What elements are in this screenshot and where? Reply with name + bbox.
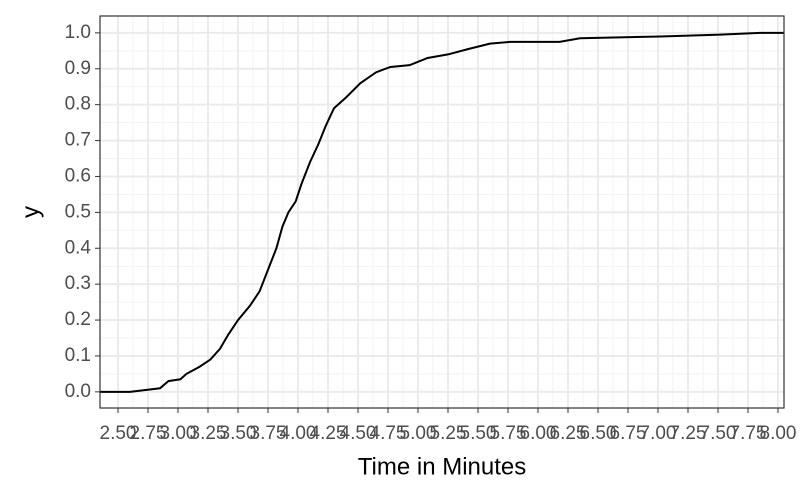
x-tick-label: 7.25 (670, 423, 707, 444)
ecdf-line (100, 31, 784, 393)
y-tick-label: 0.2 (65, 309, 91, 330)
x-tick-label: 3.00 (160, 423, 197, 444)
y-tick-label: 0.7 (65, 130, 91, 151)
x-tick-label: 4.25 (310, 423, 347, 444)
x-tick-label: 5.50 (460, 423, 497, 444)
x-tick-label: 6.00 (520, 423, 557, 444)
x-axis-title: Time in Minutes (358, 453, 527, 480)
y-tick-label: 0.5 (65, 201, 91, 222)
y-tick-label: 1.0 (65, 22, 91, 43)
panel-border (99, 15, 785, 409)
x-tick-label: 6.75 (610, 423, 647, 444)
x-tick-label: 3.25 (190, 423, 227, 444)
x-tick-label: 4.75 (370, 423, 407, 444)
x-tick-label: 2.50 (100, 423, 137, 444)
y-tick-label: 0.4 (65, 237, 92, 258)
y-tick-label: 0.6 (65, 165, 91, 186)
x-tick-label: 8.00 (760, 423, 797, 444)
y-tick-label: 0.8 (65, 94, 91, 115)
x-tick-label: 2.75 (130, 423, 167, 444)
x-tick-label: 3.50 (220, 423, 257, 444)
x-tick-label: 7.00 (640, 423, 677, 444)
x-tick-label: 4.50 (340, 423, 377, 444)
y-axis-title: y (17, 206, 44, 218)
x-tick-label: 6.50 (580, 423, 617, 444)
y-tick-label: 0.1 (65, 345, 91, 366)
y-tick-label: 0.9 (65, 58, 91, 79)
y-tick-label: 0.0 (65, 381, 91, 402)
x-tick-label: 5.75 (490, 423, 527, 444)
x-tick-label: 7.75 (730, 423, 767, 444)
x-tick-label: 6.25 (550, 423, 587, 444)
x-tick-label: 4.00 (280, 423, 317, 444)
y-tick-label: 0.3 (65, 273, 91, 294)
x-tick-label: 3.75 (250, 423, 287, 444)
x-tick-label: 5.25 (430, 423, 467, 444)
x-tick-label: 5.00 (400, 423, 437, 444)
x-tick-label: 7.50 (700, 423, 737, 444)
